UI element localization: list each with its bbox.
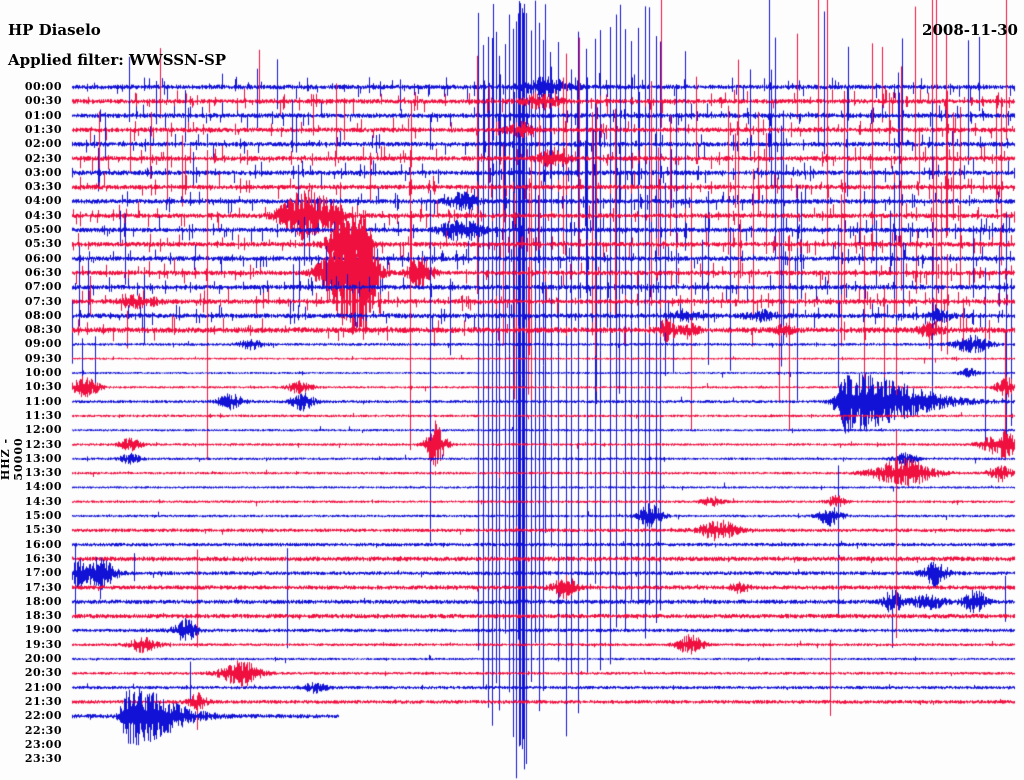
time-label: 04:00 [24,194,62,208]
time-label: 12:00 [24,423,62,437]
time-label: 03:00 [24,165,62,179]
time-label: 15:00 [24,509,62,522]
time-label: 06:30 [24,265,62,279]
time-label: 23:30 [24,752,62,766]
filter-label: Applied filter: WWSSN-SP [8,51,227,69]
time-label: 11:30 [24,408,62,422]
time-label: 20:30 [24,666,62,680]
time-label: 08:00 [24,308,62,322]
time-label: 01:30 [24,122,62,136]
time-label: 00:30 [24,94,62,108]
time-label: 05:00 [24,223,62,236]
station-name: HP Diaselo [8,21,101,39]
time-label: 22:30 [24,723,62,737]
time-label: 08:30 [24,323,62,337]
time-label: 09:30 [24,351,62,365]
time-label: 23:00 [24,737,62,751]
time-label: 10:00 [24,366,62,379]
time-label: 17:00 [24,566,62,580]
time-label: 16:00 [24,537,62,551]
time-label: 16:30 [24,551,62,565]
time-label: 20:00 [24,652,62,665]
time-label: 05:30 [24,237,62,251]
time-label: 10:30 [24,380,62,394]
time-label: 19:00 [24,623,62,637]
time-label: 17:30 [24,580,62,594]
time-label: 01:00 [24,108,62,122]
time-label: 21:00 [24,680,62,694]
time-label: 18:00 [24,594,62,608]
time-label: 00:00 [24,80,62,93]
time-label: 12:30 [24,437,62,451]
time-label: 11:00 [24,394,62,408]
time-label: 02:00 [24,137,62,151]
time-label: 14:30 [24,494,62,508]
time-label: 14:00 [24,480,62,494]
time-label: 09:00 [24,337,62,351]
time-label: 13:00 [24,451,62,465]
time-label: 03:30 [24,180,62,194]
date-label: 2008-11-30 [922,21,1018,39]
time-label: 06:00 [24,251,62,265]
time-label: 21:30 [24,694,62,708]
time-label: 22:00 [24,709,62,723]
time-label: 04:30 [24,208,62,222]
time-label: 02:30 [24,151,62,165]
time-label: 19:30 [24,637,62,651]
time-label: 15:30 [24,523,62,537]
time-label: 07:30 [24,294,62,308]
time-label: 13:30 [24,466,62,480]
time-label: 07:00 [24,280,62,294]
time-label: 18:30 [24,609,62,623]
